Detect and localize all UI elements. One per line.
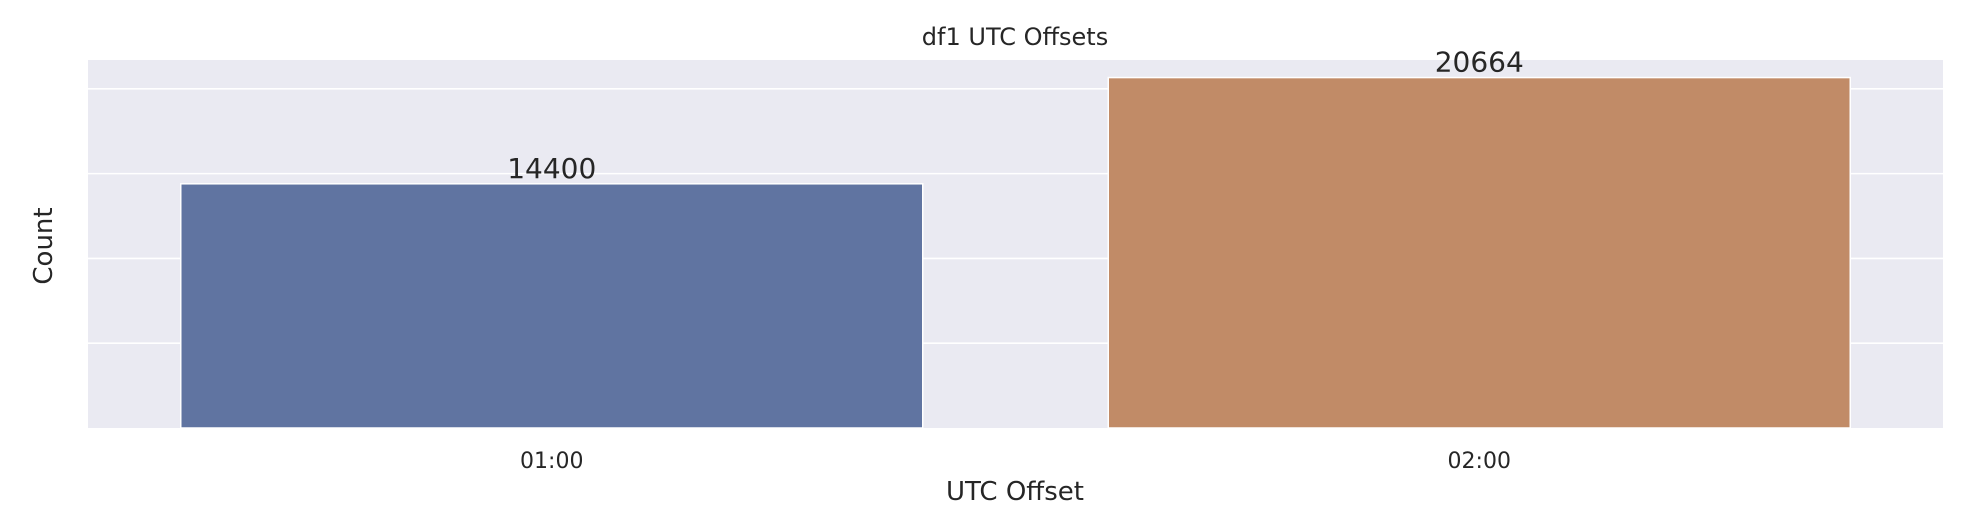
y-axis-label: Count xyxy=(29,207,59,284)
chart-title: df1 UTC Offsets xyxy=(922,23,1108,51)
x-axis-label: UTC Offset xyxy=(946,477,1084,507)
x-tick-labels: 01:00 02:00 xyxy=(520,449,1511,474)
bar-0 xyxy=(180,183,924,429)
data-label-1: 20664 xyxy=(1435,46,1524,79)
data-labels: 14400 20664 xyxy=(507,46,1524,185)
bars xyxy=(180,76,1851,429)
bar-1 xyxy=(1107,76,1851,429)
data-label-0: 14400 xyxy=(507,152,596,185)
x-tick-label-1: 02:00 xyxy=(1448,449,1511,474)
x-tick-label-0: 01:00 xyxy=(520,449,583,474)
